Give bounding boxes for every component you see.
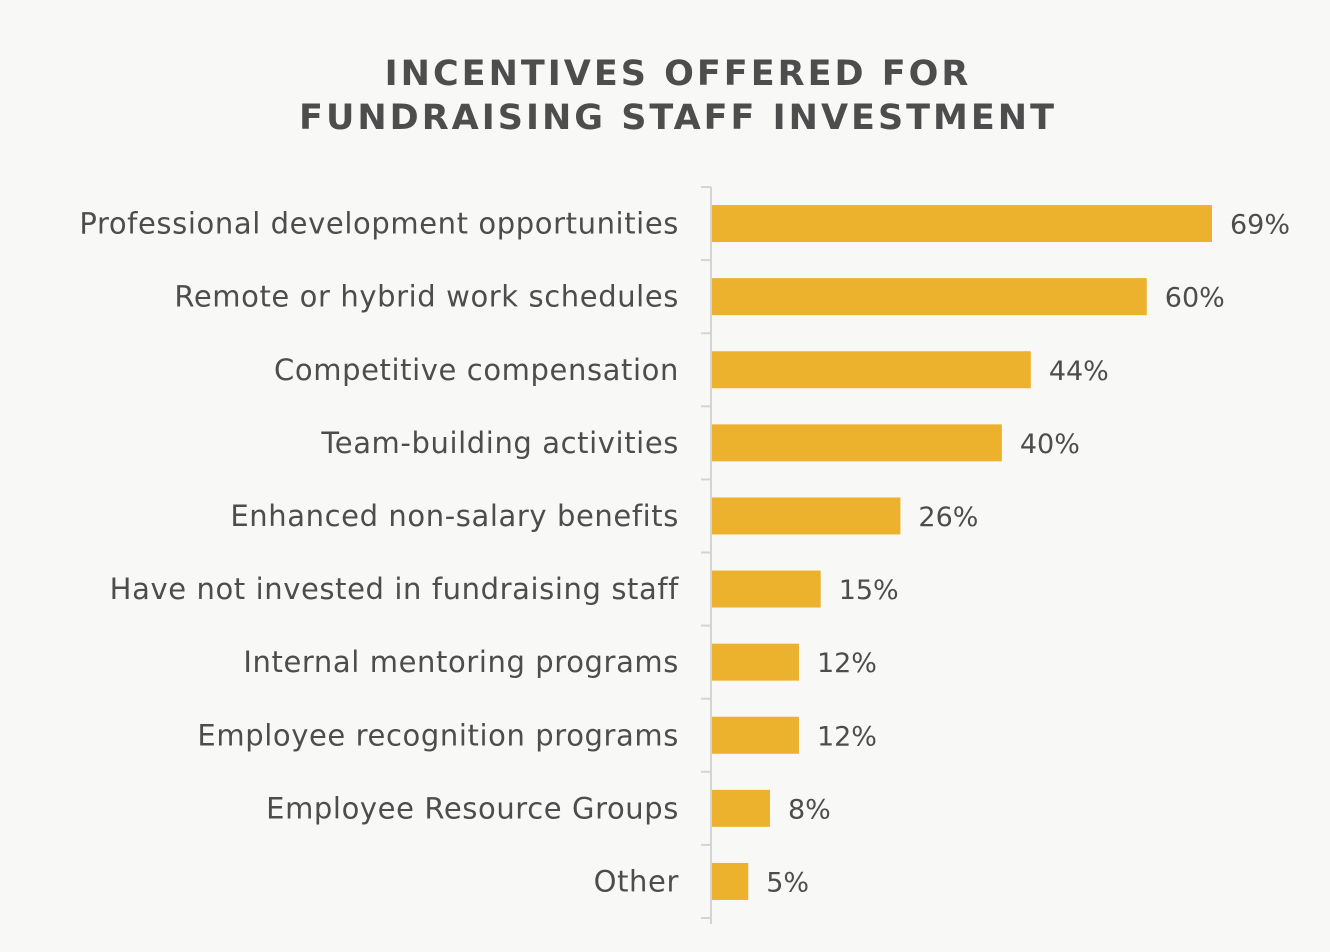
category-label: Have not invested in fundraising staff (110, 572, 680, 606)
bar (712, 497, 901, 535)
category-label: Enhanced non-salary benefits (230, 499, 679, 533)
value-label: 12% (817, 721, 877, 752)
value-label: 12% (817, 648, 877, 679)
bar (712, 789, 770, 827)
category-labels: Professional development opportunities Re… (79, 207, 680, 899)
bar (712, 643, 799, 681)
category-label: Employee Resource Groups (266, 791, 679, 825)
value-label: 5% (766, 867, 809, 898)
category-label: Internal mentoring programs (243, 645, 679, 679)
bar (712, 570, 821, 608)
bar (712, 424, 1002, 462)
bar (712, 205, 1212, 243)
bars (712, 205, 1212, 900)
value-label: 15% (839, 575, 899, 606)
value-label: 8% (788, 794, 831, 825)
value-labels: 69% 60% 44% 40% 26% 15% 12% 12% 8% 5% (766, 210, 1290, 899)
bar (712, 278, 1147, 316)
bar (712, 351, 1031, 389)
bar (712, 862, 749, 900)
value-label: 40% (1020, 429, 1080, 460)
bar (712, 716, 799, 754)
category-label: Remote or hybrid work schedules (174, 280, 679, 314)
category-label: Employee recognition programs (197, 718, 679, 752)
value-label: 69% (1230, 210, 1290, 241)
category-label: Team-building activities (320, 426, 679, 460)
chart-title-line-2: FUNDRAISING STAFF INVESTMENT (299, 98, 1057, 138)
value-label: 44% (1049, 356, 1109, 387)
category-label: Professional development opportunities (79, 207, 679, 241)
category-label: Competitive compensation (274, 353, 679, 387)
value-label: 60% (1165, 283, 1225, 314)
chart-title: INCENTIVES OFFERED FOR FUNDRAISING STAFF… (0, 52, 1330, 140)
category-label: Other (594, 864, 679, 898)
category-axis (701, 186, 712, 924)
chart-title-line-1: INCENTIVES OFFERED FOR (384, 54, 972, 94)
value-label: 26% (918, 502, 978, 533)
